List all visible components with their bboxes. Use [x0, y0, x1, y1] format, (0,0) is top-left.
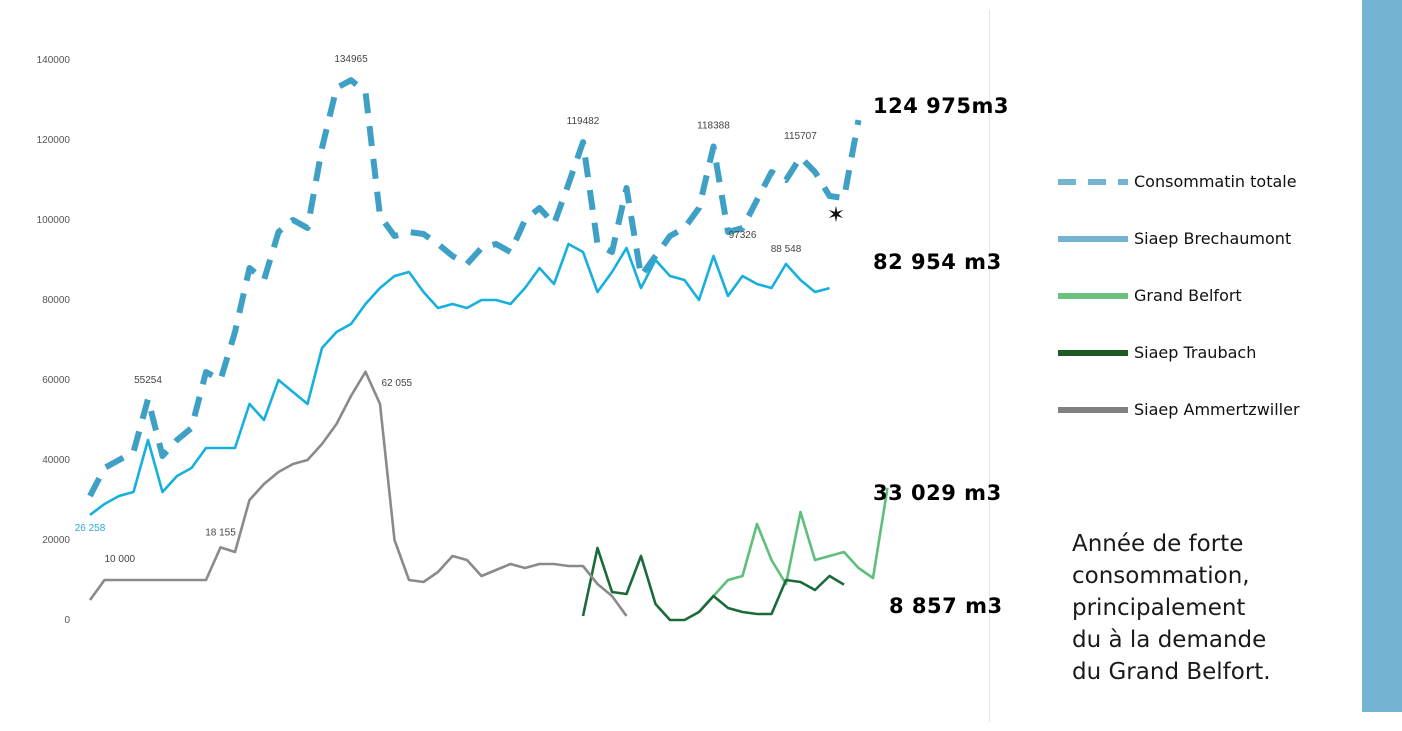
data-label: 55254: [134, 375, 162, 386]
data-label: 97326: [729, 230, 757, 241]
y-tick-label: 120000: [37, 135, 71, 146]
data-label: 119482: [567, 116, 600, 127]
legend-swatch: [1058, 236, 1128, 242]
data-label: 18 155: [205, 527, 236, 538]
data-label: 62 055: [382, 378, 413, 389]
y-tick-label: 0: [64, 615, 70, 626]
y-tick-label: 20000: [42, 535, 70, 546]
legend-swatch: [1058, 293, 1128, 299]
legend-swatch: [1058, 407, 1128, 413]
legend-item-consommation-totale: Consommatin totale: [1058, 168, 1358, 225]
data-label: 26 258: [75, 523, 106, 534]
series-line-consommatin-totale: [87, 77, 862, 498]
legend-swatch: [1058, 350, 1128, 356]
data-label: 10 000: [105, 554, 136, 565]
series-line-siaep-brechaumont: [89, 242, 830, 517]
annotation-text: Année de forte consommation, principalem…: [1072, 531, 1271, 685]
star-marker-icon: ✶: [827, 203, 845, 228]
data-label: 118388: [697, 120, 730, 131]
legend-label: Grand Belfort: [1134, 286, 1242, 305]
series-line-grand-belfort: [698, 487, 889, 613]
y-tick-label: 40000: [42, 455, 70, 466]
legend-swatch-dashed: [1058, 179, 1128, 185]
legend-item-siaep-traubach: Siaep Traubach: [1058, 339, 1358, 396]
y-tick-label: 140000: [37, 55, 71, 66]
legend-label: Siaep Traubach: [1134, 343, 1257, 362]
end-value-grand-belfort: 33 029 m3: [873, 481, 1002, 505]
data-label: 115707: [784, 131, 817, 142]
legend-label: Consommatin totale: [1134, 172, 1297, 191]
data-label: 134965: [334, 54, 368, 65]
series-line-siaep-traubach: [581, 546, 845, 622]
end-value-consommation-totale: 124 975m3: [873, 94, 1009, 118]
y-tick-label: 60000: [42, 375, 70, 386]
legend-label: Siaep Brechaumont: [1134, 229, 1292, 248]
data-label: 88 548: [771, 244, 802, 255]
legend-item-grand-belfort: Grand Belfort: [1058, 282, 1358, 339]
end-value-siaep-brechaumont: 82 954 m3: [873, 250, 1002, 274]
chart-legend: Consommatin totale Siaep Brechaumont Gra…: [1058, 168, 1358, 453]
legend-item-siaep-ammertzwiller: Siaep Ammertzwiller: [1058, 396, 1358, 453]
y-tick-label: 100000: [37, 215, 71, 226]
end-value-siaep-traubach: 8 857 m3: [889, 594, 1003, 618]
chart-divider: [989, 10, 990, 722]
legend-label: Siaep Ammertzwiller: [1134, 400, 1300, 419]
legend-item-siaep-brechaumont: Siaep Brechaumont: [1058, 225, 1358, 282]
y-tick-label: 80000: [42, 295, 70, 306]
series-line-siaep-ammertzwiller: [88, 370, 628, 617]
line-chart: 0 20000 40000 60000 80000 100000 120000 140000 5…: [37, 54, 889, 626]
side-accent-bar: [1362, 0, 1402, 712]
